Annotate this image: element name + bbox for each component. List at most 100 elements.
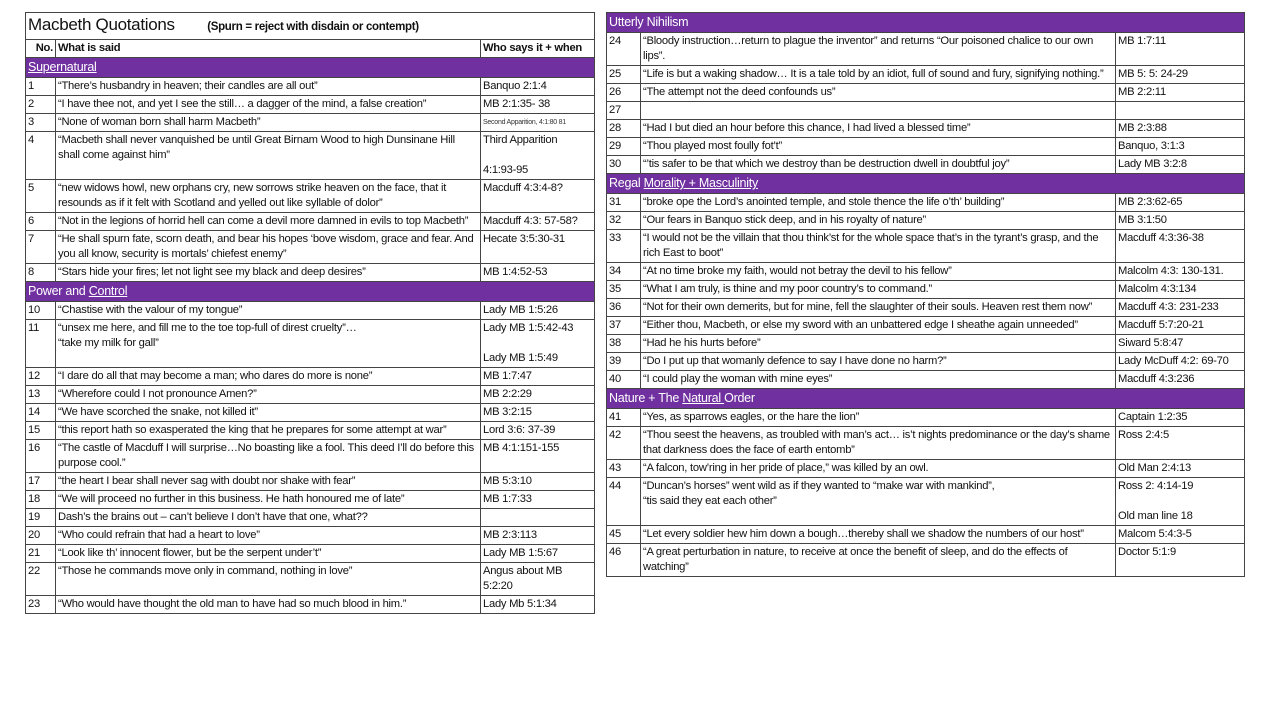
quote-speaker-reference: Ross 2:4:5 <box>1114 426 1246 460</box>
quotation-row: 4 “Macbeth shall never vanquished be unti… <box>25 131 596 180</box>
quotation-row: 18 “We will proceed no further in this bu… <box>25 490 596 509</box>
quote-number: 17 <box>25 472 56 491</box>
quote-text: “We will proceed no further in this busi… <box>55 490 481 509</box>
quote-number: 10 <box>25 301 56 320</box>
quotation-row: 29 “Thou played most foully fot’t” Banquo,… <box>606 137 1246 156</box>
quote-number: 24 <box>606 32 641 66</box>
quote-text: “I would not be the villain that thou th… <box>640 229 1116 263</box>
quote-speaker-reference: Macduff 4:3: 231-233 <box>1114 298 1246 317</box>
quote-number: 42 <box>606 426 641 460</box>
quote-speaker-reference: Lady MB 1:5:42-43 Lady MB 1:5:49 <box>479 319 596 368</box>
quote-speaker-reference: Third Apparition 4:1:93-95 <box>479 131 596 180</box>
quotation-row: 38 “Had he his hurts before” Siward 5:8:47 <box>606 334 1246 353</box>
quote-text: “unsex me here, and fill me to the toe t… <box>55 319 481 368</box>
quote-speaker-reference: MB 1:4:52-53 <box>479 263 596 282</box>
column-header-who: Who says it + when <box>479 39 596 58</box>
quotation-row: 25 “Life is but a waking shadow… It is a … <box>606 65 1246 84</box>
quote-text: “Those he commands move only in command,… <box>55 562 481 596</box>
quote-number: 31 <box>606 193 641 212</box>
quotation-row: 21 “Look like th’ innocent flower, but be… <box>25 544 596 563</box>
quotation-row: 24 “Bloody instruction…return to plague t… <box>606 32 1246 66</box>
quote-number: 43 <box>606 459 641 478</box>
quotation-row: 1 “There’s husbandry in heaven; their can… <box>25 77 596 96</box>
quote-text: “Let every soldier hew him down a bough…… <box>640 525 1116 544</box>
section-header: Power and Control <box>24 281 596 302</box>
quote-number: 26 <box>606 83 641 102</box>
quote-text: “Not in the legions of horrid hell can c… <box>55 212 481 231</box>
quote-speaker-reference <box>479 508 596 527</box>
section-title-part: Order <box>724 391 755 405</box>
quote-speaker-reference: Lord 3:6: 37-39 <box>479 421 596 440</box>
quotation-row: 8 “Stars hide your fires; let not light s… <box>25 263 596 282</box>
quotation-row: 19 Dash’s the brains out – can’t believe … <box>25 508 596 527</box>
quote-number: 16 <box>25 439 56 473</box>
quote-text: “Thou played most foully fot’t” <box>640 137 1116 156</box>
quote-speaker-reference: Lady MB 1:5:26 <box>479 301 596 320</box>
quote-text: Dash’s the brains out – can’t believe I … <box>55 508 481 527</box>
quote-speaker-reference: MB 3:1:50 <box>1114 211 1246 230</box>
quotation-row: 46 “A great perturbation in nature, to re… <box>606 543 1246 577</box>
quotation-row: 17 “the heart I bear shall never sag with… <box>25 472 596 491</box>
quote-speaker-reference: MB 2:2:11 <box>1114 83 1246 102</box>
quotation-row: 15 “this report hath so exasperated the k… <box>25 421 596 440</box>
quote-number: 32 <box>606 211 641 230</box>
quote-speaker-reference: MB 3:2:15 <box>479 403 596 422</box>
quote-number: 6 <box>25 212 56 231</box>
quote-number: 46 <box>606 543 641 577</box>
quote-number: 1 <box>25 77 56 96</box>
quote-speaker-reference: MB 2:2:29 <box>479 385 596 404</box>
quote-text: “’tis safer to be that which we destroy … <box>640 155 1116 174</box>
quote-text: “new widows howl, new orphans cry, new s… <box>55 179 481 213</box>
quote-text: “broke ope the Lord’s anointed temple, a… <box>640 193 1116 212</box>
quote-speaker-reference: Macduff 4:3: 57-58? <box>479 212 596 231</box>
quote-speaker-reference: Hecate 3:5:30-31 <box>479 230 596 264</box>
quote-number: 34 <box>606 262 641 281</box>
quote-text: “We have scorched the snake, not killed … <box>55 403 481 422</box>
quote-number: 36 <box>606 298 641 317</box>
right-quotations-table: Utterly Nihilism 24 “Bloody instruction…re… <box>605 12 1246 577</box>
quote-number: 22 <box>25 562 56 596</box>
quote-speaker-reference: Siward 5:8:47 <box>1114 334 1246 353</box>
quote-text: “Had I but died an hour before this chan… <box>640 119 1116 138</box>
quote-speaker-reference: MB 1:7:11 <box>1114 32 1246 66</box>
quote-speaker-reference: Macduff 4:3:36-38 <box>1114 229 1246 263</box>
quote-number: 14 <box>25 403 56 422</box>
quote-number: 40 <box>606 370 641 389</box>
quotation-row: 40 “I could play the woman with mine eyes… <box>606 370 1246 389</box>
section-title-part: Natural <box>682 391 725 405</box>
quote-speaker-reference: Ross 2: 4:14-19 Old man line 18 <box>1114 477 1246 526</box>
section-title-part: Regal <box>609 176 644 190</box>
quotation-row: 23 “Who would have thought the old man to… <box>25 595 596 614</box>
quote-text: “Who could refrain that had a heart to l… <box>55 526 481 545</box>
section-header: Regal Morality + Masculinity <box>605 173 1246 194</box>
quote-text: “He shall spurn fate, scorn death, and b… <box>55 230 481 264</box>
column-header-row: No. What is said Who says it + when <box>25 39 596 58</box>
quote-speaker-reference <box>1114 101 1246 120</box>
quote-text: “Wherefore could I not pronounce Amen?” <box>55 385 481 404</box>
quote-number: 15 <box>25 421 56 440</box>
quote-number: 3 <box>25 113 56 132</box>
quote-speaker-reference: Old Man 2:4:13 <box>1114 459 1246 478</box>
quotation-row: 5 “new widows howl, new orphans cry, new … <box>25 179 596 213</box>
quote-text: “this report hath so exasperated the kin… <box>55 421 481 440</box>
quote-speaker-reference: Macduff 4:3:236 <box>1114 370 1246 389</box>
quote-text: “Do I put up that womanly defence to say… <box>640 352 1116 371</box>
quotation-row: 28 “Had I but died an hour before this ch… <box>606 119 1246 138</box>
quote-text: “None of woman born shall harm Macbeth” <box>55 113 481 132</box>
quotation-row: 11 “unsex me here, and fill me to the toe… <box>25 319 596 368</box>
quotation-row: 14 “We have scorched the snake, not kille… <box>25 403 596 422</box>
quote-text: “Our fears in Banquo stick deep, and in … <box>640 211 1116 230</box>
quote-speaker-reference: Lady MB 3:2:8 <box>1114 155 1246 174</box>
quote-text: “the heart I bear shall never sag with d… <box>55 472 481 491</box>
quote-text: “The castle of Macduff I will surprise…N… <box>55 439 481 473</box>
quotation-row: 32 “Our fears in Banquo stick deep, and i… <box>606 211 1246 230</box>
quote-number: 35 <box>606 280 641 299</box>
quote-speaker-reference: Malcom 5:4:3-5 <box>1114 525 1246 544</box>
quotation-row: 34 “At no time broke my faith, would not … <box>606 262 1246 281</box>
quote-speaker-reference: MB 2:3:62-65 <box>1114 193 1246 212</box>
quote-number: 23 <box>25 595 56 614</box>
quote-text: “There’s husbandry in heaven; their cand… <box>55 77 481 96</box>
quotation-row: 36 “Not for their own demerits, but for m… <box>606 298 1246 317</box>
quote-text: “A falcon, tow’ring in her pride of plac… <box>640 459 1116 478</box>
quote-text: “What I am truly, is thine and my poor c… <box>640 280 1116 299</box>
